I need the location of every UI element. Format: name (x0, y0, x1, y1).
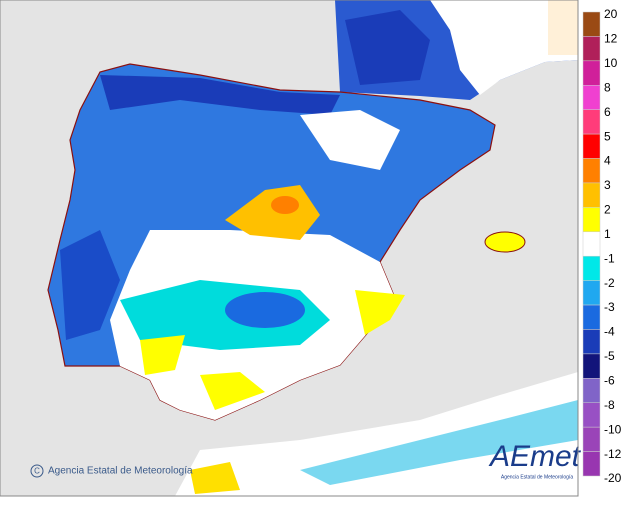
legend-label: 20 (604, 7, 618, 21)
legend-label: 5 (604, 129, 611, 143)
legend-swatch (582, 36, 601, 62)
madrid-hot (271, 196, 299, 214)
north-anomaly (100, 75, 340, 115)
map-frame (0, 0, 579, 497)
central-blue (225, 292, 305, 328)
legend-swatch (582, 182, 601, 208)
legend-swatch (582, 158, 601, 184)
legend-label: 12 (604, 32, 618, 46)
legend-label: -3 (604, 300, 615, 314)
copyright-icon (30, 464, 44, 478)
legend-swatch (582, 109, 601, 135)
legend: 20 12 10 8 6 5 4 3 2 1 -1 -2 -3 -4 -5 -6 -8 -10 -12 -20 (582, 7, 622, 485)
legend-label: -20 (604, 471, 622, 485)
legend-label: -8 (604, 398, 615, 412)
legend-swatch (582, 231, 601, 257)
mallorca (484, 231, 526, 253)
legend-label: -1 (604, 251, 615, 265)
legend-swatch (582, 85, 601, 110)
legend-label: -5 (604, 349, 615, 363)
legend-label: -2 (604, 276, 615, 290)
legend-swatch (582, 60, 601, 86)
legend-label: 1 (604, 227, 611, 241)
africa (175, 372, 578, 496)
legend-swatch (582, 207, 601, 233)
logo-name: AEmet (488, 440, 582, 473)
legend-swatch (582, 402, 601, 428)
legend-swatch (582, 255, 601, 281)
legend-swatch (582, 426, 601, 452)
logo-subtitle: Agencia Estatal de Meteorología (501, 474, 573, 480)
ebro-white (300, 110, 400, 170)
legend-label: -10 (604, 422, 622, 436)
legend-label: 3 (604, 178, 611, 192)
legend-swatch (582, 378, 601, 403)
legend-swatch (582, 280, 601, 306)
legend-label: -12 (604, 447, 622, 461)
madrid-warm (225, 185, 320, 240)
credit: Agencia Estatal de Meteorología (48, 466, 193, 477)
legend-swatch (582, 304, 601, 330)
legend-swatch (582, 329, 601, 355)
south-warm (200, 372, 265, 410)
legend-swatch (582, 353, 601, 379)
legend-label: 6 (604, 105, 611, 119)
sw-warm (140, 335, 185, 375)
legend-label: -6 (604, 373, 615, 387)
africa-cool (300, 400, 578, 485)
legend-label: -4 (604, 325, 615, 339)
legend-label: 4 (604, 154, 611, 168)
legend-label: 2 (604, 203, 611, 217)
alps (548, 0, 578, 55)
copyright-c: C (34, 467, 40, 476)
legend-swatch (582, 11, 601, 37)
legend-swatch (582, 133, 601, 159)
africa-warm (190, 462, 240, 494)
france-blue (345, 10, 430, 85)
legend-label: 10 (604, 56, 618, 70)
legend-label: 8 (604, 80, 611, 94)
west-anomaly (60, 230, 120, 340)
levante-warm (355, 290, 405, 335)
legend-swatch (582, 451, 601, 477)
france-white (430, 0, 578, 95)
